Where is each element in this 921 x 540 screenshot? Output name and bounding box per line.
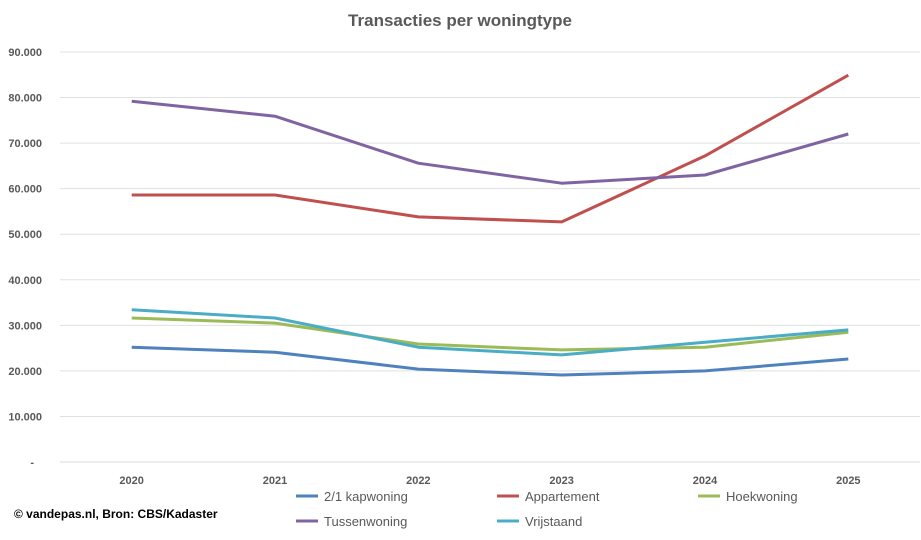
series-lines — [131, 73, 850, 377]
gridlines — [60, 51, 920, 463]
y-tick-label: 70.000 — [8, 138, 42, 150]
x-tick-label: 2023 — [549, 475, 573, 487]
series-line-hoekwoning — [131, 316, 849, 352]
y-tick-label: 60.000 — [8, 184, 42, 196]
chart-title: Transacties per woningtype — [348, 11, 572, 30]
y-tick-label: 10.000 — [8, 411, 42, 423]
y-tick-label: 20.000 — [8, 366, 42, 378]
series-line-2-1-kapwoning — [131, 345, 849, 377]
y-axis-ticks: - 10.000 20.000 30.000 40.000 50.000 60.000 70.… — [8, 47, 42, 469]
legend: 2/1 kapwoning Appartement Hoekwoning Tussen… — [296, 489, 798, 529]
x-tick-label: 2021 — [263, 475, 287, 487]
y-tick-label: 40.000 — [8, 275, 42, 287]
x-tick-label: 2025 — [836, 475, 860, 487]
series-line-vrijstaand — [131, 308, 849, 357]
legend-item: Hoekwoning — [698, 489, 798, 504]
y-tick-label: 50.000 — [8, 229, 42, 241]
x-tick-label: 2020 — [119, 475, 143, 487]
source-credit: © vandepas.nl, Bron: CBS/Kadaster — [14, 507, 218, 521]
y-tick-label: - — [30, 457, 34, 469]
y-tick-label: 80.000 — [8, 93, 42, 105]
legend-label: Appartement — [525, 489, 600, 504]
legend-label: Vrijstaand — [525, 514, 582, 529]
y-tick-label: 30.000 — [8, 320, 42, 332]
legend-label: Tussenwoning — [324, 514, 407, 529]
y-tick-label: 90.000 — [8, 47, 42, 59]
legend-label: Hoekwoning — [726, 489, 798, 504]
x-tick-label: 2022 — [406, 475, 430, 487]
x-axis-ticks: 2020 2021 2022 2023 2024 2025 — [119, 475, 860, 487]
x-tick-label: 2024 — [693, 475, 718, 487]
series-line-tussenwoning — [131, 99, 849, 185]
legend-item: Vrijstaand — [497, 514, 582, 529]
legend-item: Tussenwoning — [296, 514, 407, 529]
legend-label: 2/1 kapwoning — [324, 489, 408, 504]
series-line-appartement — [131, 73, 850, 224]
legend-item: 2/1 kapwoning — [296, 489, 408, 504]
legend-item: Appartement — [497, 489, 600, 504]
